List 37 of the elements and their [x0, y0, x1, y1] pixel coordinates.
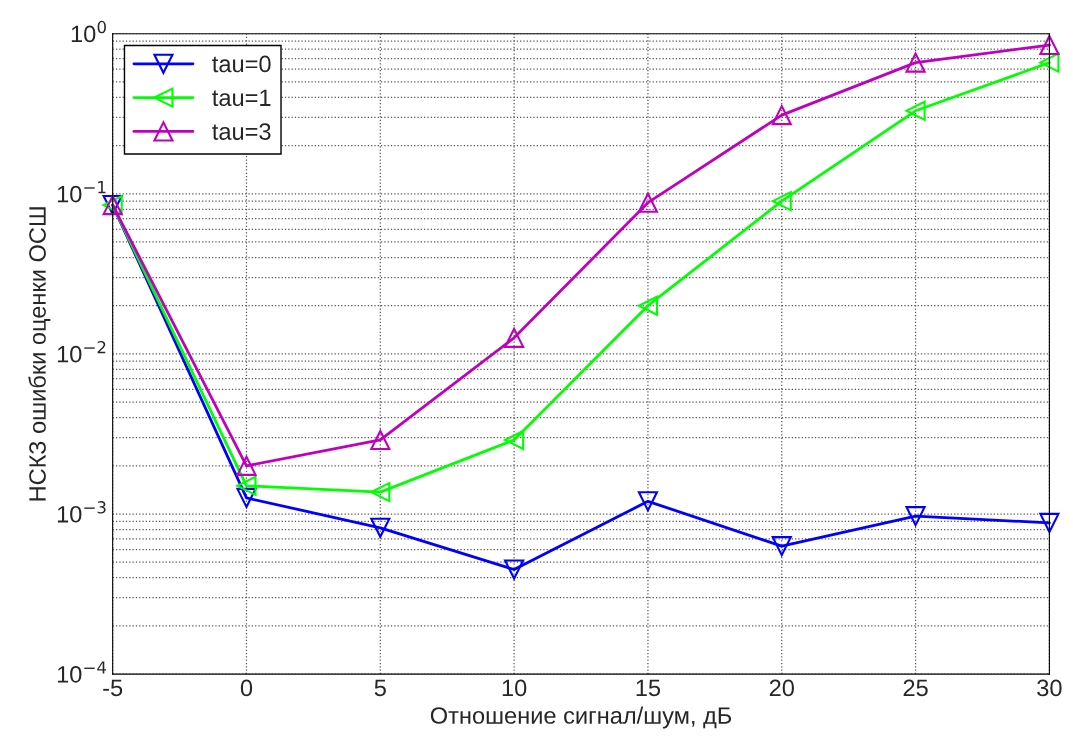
- y-tick-label: 10$^{−2}$: [57, 340, 106, 363]
- point: [637, 192, 659, 213]
- legend-label: tau=3: [212, 123, 271, 140]
- point: [370, 517, 391, 538]
- point: [370, 482, 391, 503]
- x-tick-label: 5: [374, 679, 386, 697]
- x-axis-title: Отношение сигнал/шум, дБ: [430, 706, 732, 729]
- point: [1039, 34, 1060, 56]
- point: [504, 327, 525, 348]
- point: [771, 536, 792, 557]
- x-tick-label: 20: [769, 679, 794, 697]
- legend-label: tau=0: [212, 55, 271, 73]
- point: [504, 559, 525, 580]
- x-tick-label: 15: [636, 679, 661, 697]
- y-tick-label: 10$^{−1}$: [57, 181, 106, 203]
- legend-label: tau=1: [212, 89, 271, 107]
- point: [771, 191, 792, 212]
- point: [637, 295, 659, 316]
- x-tick-label: 0: [240, 679, 253, 697]
- y-tick-label: 10$^{0}$: [71, 20, 106, 43]
- point: [771, 105, 792, 126]
- x-tick-label: 30: [1037, 679, 1062, 697]
- point: [1039, 512, 1060, 533]
- y-axis-title: НСКЗ ошибки оценки ОСШ: [28, 207, 51, 501]
- point: [905, 100, 926, 121]
- point: [236, 455, 257, 476]
- point: [905, 506, 926, 527]
- x-tick-label: 25: [903, 679, 928, 697]
- point: [637, 491, 659, 512]
- point: [236, 487, 257, 508]
- point: [236, 475, 257, 496]
- point: [370, 429, 391, 451]
- point: [1039, 52, 1060, 73]
- x-tick-label: 10: [502, 679, 527, 697]
- point: [905, 52, 926, 73]
- point: [504, 429, 525, 451]
- y-tick-label: 10$^{−3}$: [57, 501, 106, 523]
